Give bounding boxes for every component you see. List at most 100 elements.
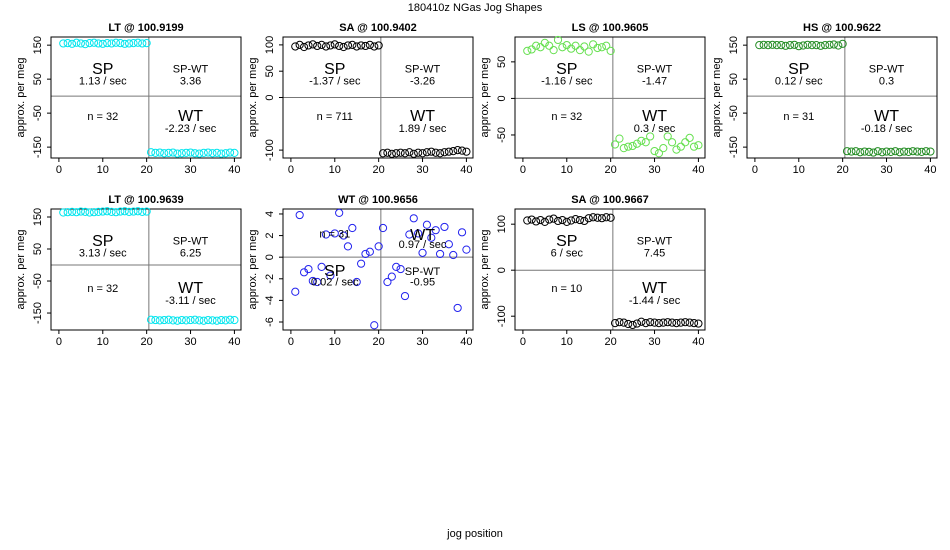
point [142, 39, 151, 48]
x-tick-label: 30 [416, 336, 428, 348]
point [606, 213, 615, 222]
point [89, 208, 99, 217]
point [427, 233, 436, 242]
point [567, 44, 576, 53]
point [67, 39, 77, 48]
annotation: 6 / sec [551, 248, 584, 260]
point [615, 318, 624, 327]
point [453, 303, 462, 313]
point [98, 39, 107, 48]
point [803, 40, 812, 49]
point [886, 147, 896, 156]
point [76, 207, 85, 216]
point [98, 207, 107, 216]
point [186, 315, 195, 325]
point [440, 148, 449, 157]
point [545, 215, 554, 224]
y-tick-label: 0 [264, 94, 276, 100]
y-tick-label: -100 [264, 139, 276, 161]
point [523, 46, 532, 55]
point [457, 228, 467, 237]
x-tick-label: 40 [228, 336, 240, 348]
point [409, 149, 418, 158]
point [422, 220, 432, 229]
x-tick-label: 40 [692, 336, 704, 348]
point [125, 207, 134, 216]
x-tick-label: 0 [520, 336, 526, 348]
point [199, 148, 208, 158]
point [343, 41, 353, 50]
point [177, 149, 186, 158]
panel-title: WT @ 100.9656 [338, 194, 418, 206]
point [685, 318, 694, 327]
point [549, 214, 558, 223]
point [527, 45, 536, 54]
point [628, 141, 637, 151]
annotation: 0.02 / sec [311, 277, 359, 289]
y-tick-label: -100 [496, 305, 508, 327]
point [76, 39, 85, 48]
point [308, 40, 317, 49]
annotation: n = 32 [87, 111, 118, 123]
annotation: 1.13 / sec [79, 76, 127, 88]
point [681, 318, 690, 327]
point [94, 39, 103, 48]
point [449, 250, 458, 260]
y-tick-label: -150 [728, 136, 740, 158]
plot-frame [746, 36, 938, 159]
annotation: WT [178, 108, 203, 125]
point [330, 40, 339, 49]
point [85, 208, 94, 217]
point [821, 41, 830, 50]
annotation: SP [556, 61, 577, 78]
y-axis-label: approx. per meg [479, 57, 491, 137]
plot-frame [50, 36, 242, 159]
point [418, 149, 427, 158]
point [659, 144, 668, 153]
point [155, 148, 164, 157]
point [72, 38, 81, 47]
annotation: WT [642, 108, 667, 125]
point [667, 318, 677, 327]
point [361, 249, 370, 259]
point [453, 146, 462, 155]
point [120, 207, 129, 216]
point [597, 43, 606, 52]
point [619, 318, 628, 327]
point [85, 39, 94, 48]
point [431, 148, 440, 157]
point [94, 207, 103, 216]
point [321, 42, 331, 51]
point [676, 142, 685, 151]
point [575, 215, 585, 225]
point [913, 147, 922, 156]
point [689, 142, 699, 151]
plot-frame [282, 208, 474, 331]
annotation: SP [92, 233, 113, 250]
annotation: -1.47 [642, 76, 667, 88]
point [553, 216, 563, 226]
x-tick-label: 30 [184, 336, 196, 348]
point [103, 207, 112, 216]
point [208, 316, 217, 325]
y-tick-label: 100 [264, 36, 276, 54]
point [361, 41, 370, 51]
point [755, 41, 764, 50]
point [457, 146, 467, 155]
point [182, 316, 191, 325]
x-tick-label: 10 [561, 164, 573, 176]
x-tick-label: 20 [373, 336, 385, 348]
y-tick-label: 150 [32, 208, 44, 226]
x-tick-label: 0 [520, 164, 526, 176]
point [116, 207, 125, 216]
point [663, 132, 672, 141]
y-tick-label: 100 [496, 215, 508, 233]
annotation: -3.26 [410, 76, 435, 88]
point [304, 264, 313, 274]
point [878, 148, 887, 157]
panel-title: LT @ 100.9199 [108, 22, 183, 34]
point [856, 148, 865, 157]
point [173, 316, 182, 325]
annotation: SP [324, 263, 345, 280]
